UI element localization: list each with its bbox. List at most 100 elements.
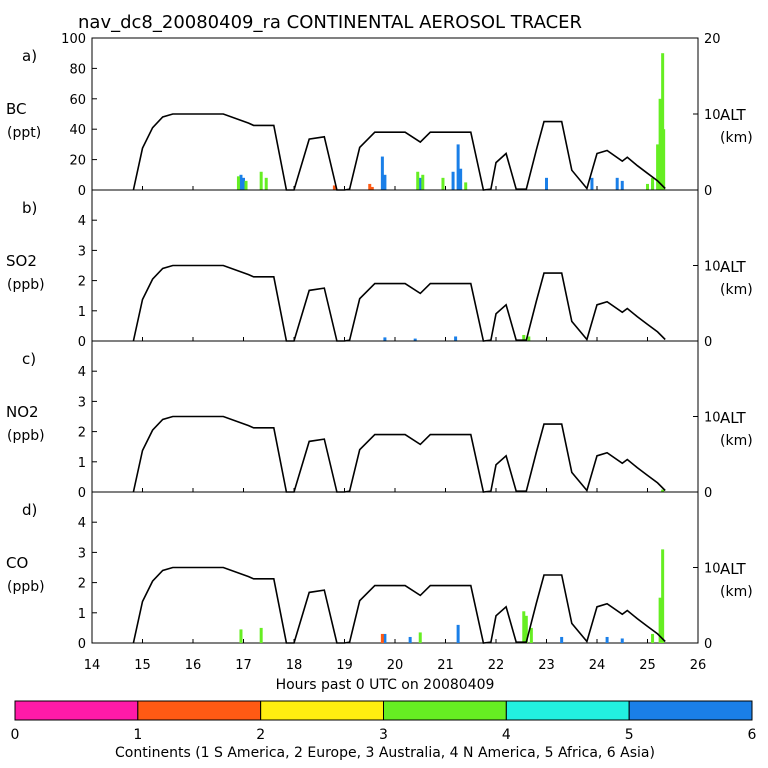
tracer-bars — [383, 334, 531, 341]
tracer-bar-n-america — [662, 129, 666, 190]
alt-tick-label: 10 — [704, 411, 721, 426]
x-tick-label: 21 — [437, 658, 454, 673]
tracer-bar-n-america — [656, 144, 660, 190]
colorbar-segment — [505, 700, 630, 721]
tracer-bar-asia — [545, 177, 548, 190]
tracer-bar-n-america — [658, 597, 662, 643]
tracer-bar-n-america — [522, 334, 526, 341]
tracer-bar-asia — [456, 624, 460, 643]
tracer-bar-asia — [383, 633, 387, 643]
x-tick-label: 16 — [185, 658, 202, 673]
y-tick-label: 3 — [78, 244, 86, 259]
alt-units-label: (km) — [720, 282, 753, 298]
tracer-bar-europe — [368, 183, 372, 190]
y-tick-label: 2 — [78, 577, 86, 592]
tracer-bar-n-america — [524, 615, 528, 643]
alt-tick-label: 0 — [704, 335, 712, 350]
colorbar-label: Continents (1 S America, 2 Europe, 3 Aus… — [115, 745, 655, 761]
tracer-bar-asia — [451, 171, 455, 190]
x-axis-label: Hours past 0 UTC on 20080409 — [276, 677, 495, 693]
tracer-bar-n-america — [651, 177, 655, 190]
y-tick-label: 2 — [78, 426, 86, 441]
panel-letter: d) — [22, 501, 37, 519]
altitude-line — [132, 264, 666, 342]
y-tick-label: 3 — [78, 395, 86, 410]
y-tick-label: 4 — [78, 214, 86, 229]
tracer-bar-n-america — [259, 627, 263, 643]
colorbar-tick-label: 3 — [379, 727, 388, 743]
colorbar-segment — [260, 700, 384, 721]
colorbar-tick-label: 1 — [133, 727, 142, 743]
alt-tick-label: 10 — [704, 260, 721, 275]
y-tick-label: 40 — [69, 123, 86, 138]
y-tick-label: 60 — [69, 93, 86, 108]
tracer-bar-europe — [332, 185, 336, 190]
alt-units-label: (km) — [720, 130, 753, 146]
tracer-bar-asia — [590, 177, 594, 190]
tracer-bar-n-america — [416, 171, 420, 190]
x-tick-label: 22 — [488, 658, 505, 673]
panel-so2: 0 1 2 3 4 0 10 b) SO2 (ppb) ALT (km) — [6, 189, 753, 350]
tracer-bar-asia — [560, 636, 564, 643]
y-tick-label: 1 — [78, 456, 86, 471]
colorbar-segment — [628, 700, 753, 721]
x-tick-label: 19 — [336, 658, 353, 673]
species-label: BC — [6, 100, 27, 118]
y-tick-label: 0 — [78, 637, 86, 652]
x-tick-label: 24 — [589, 658, 606, 673]
tracer-bar-asia — [456, 144, 460, 190]
alt-label: ALT — [720, 560, 747, 578]
tracer-bar-asia — [383, 337, 387, 341]
tracer-bar-asia — [620, 180, 624, 190]
tracer-bar-asia — [413, 338, 417, 341]
colorbar-tick-label: 4 — [502, 727, 511, 743]
tracer-bar-europe — [370, 186, 374, 190]
panel-co: 0 1 2 3 4 0 10 d) CO (ppb) ALT (km) — [6, 491, 753, 652]
altitude-line — [132, 415, 666, 493]
panel-letter: a) — [22, 47, 37, 65]
tracer-bar-europe — [380, 633, 384, 643]
tracer-bar-asia — [242, 177, 245, 190]
x-tick-label: 20 — [387, 658, 404, 673]
tracer-bar-n-america — [259, 171, 263, 190]
tracer-bars — [236, 53, 666, 190]
tracer-bar-n-america — [661, 489, 665, 492]
colorbar-tick-label: 5 — [625, 727, 634, 743]
y-tick-label: 4 — [78, 365, 86, 380]
tracer-bar-asia — [615, 177, 619, 190]
tracer-bar-n-america — [661, 53, 665, 190]
y-tick-label: 3 — [78, 546, 86, 561]
y-tick-label: 100 — [61, 32, 86, 47]
tracer-bar-asia — [620, 638, 624, 643]
tracer-bar-n-america — [661, 549, 665, 643]
colorbar: 0 1 2 3 4 5 6 — [11, 700, 757, 743]
y-tick-label: 0 — [78, 335, 86, 350]
y-tick-label: 4 — [78, 516, 86, 531]
x-tick-label: 17 — [235, 658, 252, 673]
tracer-bar-n-america — [651, 633, 655, 643]
panel-no2: 0 1 2 3 4 0 10 c) NO2 (ppb) ALT (km) — [6, 340, 753, 501]
x-tick-label: 14 — [84, 658, 101, 673]
alt-tick-label: 10 — [704, 108, 721, 123]
tracer-bar-n-america — [527, 336, 531, 341]
alt-tick-label: 0 — [704, 486, 712, 501]
tracer-bar-n-america — [244, 180, 248, 190]
colorbar-tick-label: 0 — [11, 727, 20, 743]
tracer-bar-n-america — [418, 632, 422, 643]
panel-letter: b) — [22, 199, 37, 217]
altitude-line — [132, 566, 666, 644]
tracer-bar-n-america — [464, 182, 468, 190]
figure-title: nav_dc8_20080409_ra CONTINENTAL AEROSOL … — [78, 12, 582, 33]
altitude-line — [132, 113, 666, 191]
x-axis: 14 15 16 17 18 19 20 21 22 23 24 25 26 — [84, 658, 707, 673]
tracer-bar-asia — [418, 177, 422, 190]
tracer-bars — [239, 549, 665, 643]
units-label: (ppb) — [7, 579, 45, 595]
species-label: SO2 — [6, 252, 37, 270]
y-tick-label: 2 — [78, 275, 86, 290]
alt-tick-label: 0 — [704, 637, 712, 652]
units-label: (ppb) — [7, 277, 45, 293]
alt-tick-label: 20 — [704, 32, 721, 47]
tracer-bar-asia — [454, 336, 458, 341]
